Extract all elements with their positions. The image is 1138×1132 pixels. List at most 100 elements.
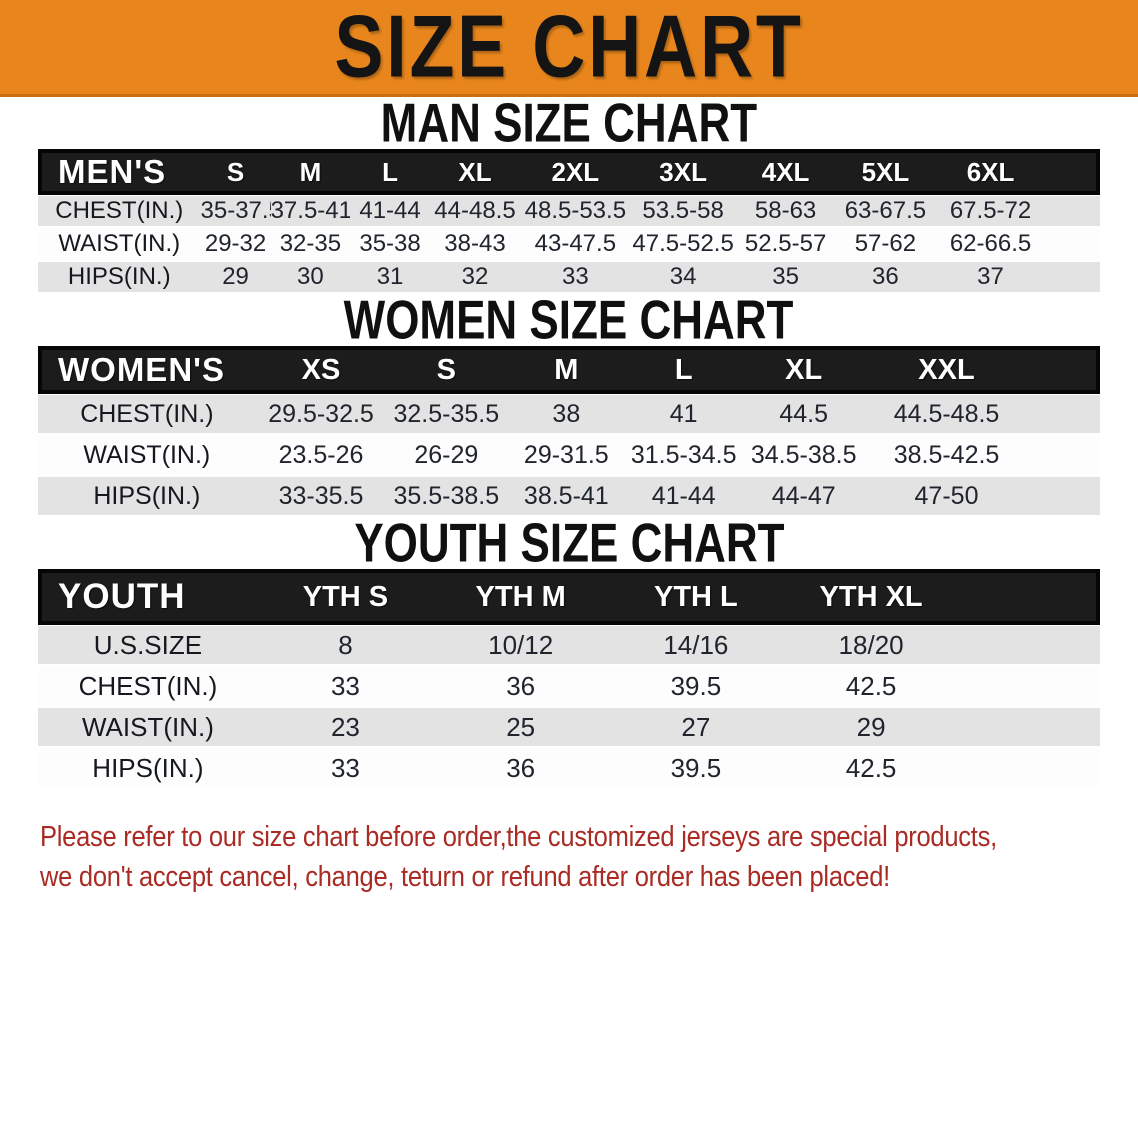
spacer-cell	[958, 569, 1100, 625]
row-label: CHEST(IN.)	[38, 666, 258, 707]
spacer-cell	[958, 666, 1100, 707]
size-column-header: YTH XL	[783, 569, 959, 625]
size-value: 34.5-38.5	[741, 435, 867, 476]
table-row: HIPS(IN.) 33-35.5 35.5-38.5 38.5-41 41-44 44-…	[38, 476, 1100, 517]
size-value: 33	[257, 748, 434, 789]
size-value: 39.5	[608, 748, 784, 789]
size-value: 42.5	[783, 666, 959, 707]
table-row: CHEST(IN.) 33 36 39.5 42.5	[38, 666, 1100, 707]
size-value: 34	[630, 261, 736, 294]
youth-section-heading: YOUTH SIZE CHART	[0, 514, 1138, 571]
size-value: 32	[429, 261, 521, 294]
size-value: 30	[270, 261, 351, 294]
men-size-table: MEN'S S M L XL 2XL 3XL 4XL 5XL 6XL CHEST(IN.) 35-37…	[38, 149, 1100, 294]
spacer-cell	[1045, 195, 1100, 228]
size-value: 47.5-52.5	[630, 228, 736, 261]
size-column-header: 5XL	[835, 149, 936, 195]
footer-note-line1-text: Please refer to our size chart before or…	[40, 821, 997, 853]
size-value: 41	[626, 394, 742, 435]
size-value: 42.5	[783, 748, 959, 789]
size-column-header: YTH L	[608, 569, 784, 625]
table-row: WAIST(IN.) 23 25 27 29	[38, 707, 1100, 748]
size-value: 10/12	[433, 625, 609, 666]
size-value: 35-37.5	[200, 195, 271, 228]
size-value: 39.5	[608, 666, 784, 707]
table-row: HIPS(IN.) 29 30 31 32 33 34 35 36 37	[38, 261, 1100, 294]
spacer-cell	[958, 707, 1100, 748]
size-column-header: 4XL	[735, 149, 836, 195]
size-value: 38.5-41	[506, 476, 627, 517]
size-column-header: XS	[255, 346, 387, 394]
section-women: WOMEN SIZE CHART WOMEN'S XS S M L XL XXL CHEST(…	[0, 289, 1138, 517]
size-value: 63-67.5	[835, 195, 936, 228]
women-section-heading-text: WOMEN SIZE CHART	[344, 289, 794, 351]
row-label: HIPS(IN.)	[38, 748, 258, 789]
size-value: 38-43	[429, 228, 521, 261]
spacer-cell	[1045, 149, 1100, 195]
section-men: MAN SIZE CHART MEN'S S M L XL 2XL 3XL 4XL 5XL 6XL…	[0, 92, 1138, 294]
size-column-header: XXL	[866, 346, 1027, 394]
banner: SIZE CHART	[0, 0, 1138, 97]
size-value: 36	[433, 666, 609, 707]
size-value: 44-47	[741, 476, 867, 517]
header-row: YOUTH YTH S YTH M YTH L YTH XL	[38, 569, 1100, 625]
size-value: 27	[608, 707, 784, 748]
size-value: 8	[257, 625, 434, 666]
table-corner-label: MEN'S	[38, 149, 201, 195]
size-column-header: 2XL	[520, 149, 631, 195]
size-column-header: YTH S	[257, 569, 434, 625]
size-value: 33-35.5	[255, 476, 387, 517]
size-value: 23	[257, 707, 434, 748]
spacer-cell	[1026, 346, 1100, 394]
header-row: WOMEN'S XS S M L XL XXL	[38, 346, 1100, 394]
row-label: CHEST(IN.)	[38, 195, 201, 228]
table-row: U.S.SIZE 8 10/12 14/16 18/20	[38, 625, 1100, 666]
footer-note-line2: we don't accept cancel, change, teturn o…	[40, 857, 1138, 897]
size-value: 58-63	[735, 195, 836, 228]
size-value: 52.5-57	[735, 228, 836, 261]
row-label: WAIST(IN.)	[38, 435, 256, 476]
size-column-header: L	[350, 149, 430, 195]
size-column-header: M	[506, 346, 627, 394]
page-title: SIZE CHART	[334, 0, 804, 96]
size-value: 57-62	[835, 228, 936, 261]
size-column-header: XL	[429, 149, 521, 195]
table-row: WAIST(IN.) 29-32 32-35 35-38 38-43 43-47.5 47.…	[38, 228, 1100, 261]
size-value: 32.5-35.5	[386, 394, 507, 435]
size-value: 26-29	[386, 435, 507, 476]
men-section-heading-text: MAN SIZE CHART	[380, 92, 758, 154]
spacer-cell	[1026, 394, 1100, 435]
size-column-header: 3XL	[630, 149, 736, 195]
size-value: 37	[935, 261, 1046, 294]
size-value: 29	[783, 707, 959, 748]
size-value: 32-35	[270, 228, 351, 261]
size-value: 35.5-38.5	[386, 476, 507, 517]
size-column-header: S	[386, 346, 507, 394]
spacer-cell	[1045, 228, 1100, 261]
size-column-header: M	[270, 149, 351, 195]
size-column-header: S	[200, 149, 271, 195]
footer-note: Please refer to our size chart before or…	[40, 817, 1138, 897]
size-value: 18/20	[783, 625, 959, 666]
section-youth: YOUTH SIZE CHART YOUTH YTH S YTH M YTH L YTH…	[0, 514, 1138, 789]
size-value: 44.5-48.5	[866, 394, 1027, 435]
size-value: 53.5-58	[630, 195, 736, 228]
size-value: 37.5-41	[270, 195, 351, 228]
women-size-table: WOMEN'S XS S M L XL XXL CHEST(IN.) 29.5-32.5 32.5…	[38, 346, 1100, 517]
row-label: WAIST(IN.)	[38, 707, 258, 748]
spacer-cell	[1026, 476, 1100, 517]
size-value: 29-32	[200, 228, 271, 261]
size-chart-page: SIZE CHART MAN SIZE CHART MEN'S S M L XL 2XL 3…	[0, 0, 1138, 897]
size-value: 38.5-42.5	[866, 435, 1027, 476]
row-label: CHEST(IN.)	[38, 394, 256, 435]
row-label: HIPS(IN.)	[38, 476, 256, 517]
size-column-header: YTH M	[433, 569, 609, 625]
size-value: 23.5-26	[255, 435, 387, 476]
row-label: U.S.SIZE	[38, 625, 258, 666]
size-value: 36	[433, 748, 609, 789]
size-value: 33	[520, 261, 631, 294]
spacer-cell	[958, 748, 1100, 789]
size-value: 38	[506, 394, 627, 435]
size-value: 47-50	[866, 476, 1027, 517]
size-column-header: L	[626, 346, 742, 394]
